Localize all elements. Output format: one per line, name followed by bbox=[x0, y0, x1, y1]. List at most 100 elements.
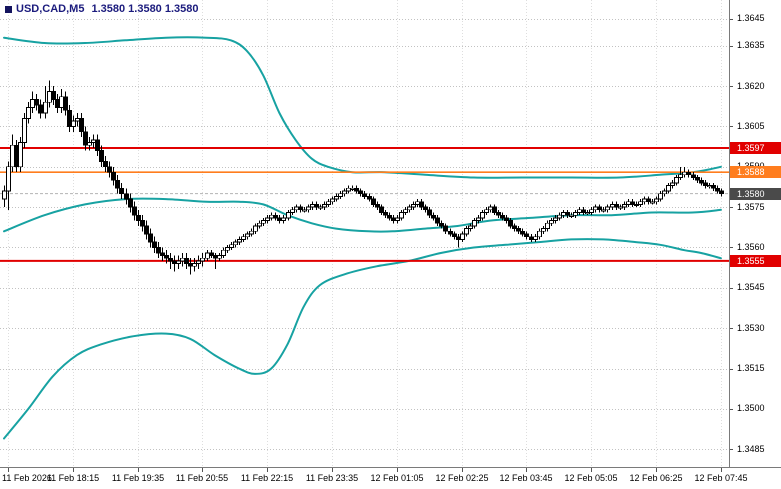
candle-bear bbox=[597, 206, 602, 211]
candle-bull bbox=[205, 252, 210, 259]
candle-bull bbox=[350, 187, 355, 190]
price-axis-tick bbox=[730, 409, 733, 410]
candle-bull bbox=[610, 204, 615, 208]
price-axis[interactable]: 1.36451.36351.36201.36051.35901.35751.35… bbox=[729, 0, 781, 467]
candle-bear bbox=[209, 252, 214, 256]
candle-bull bbox=[91, 139, 96, 143]
candle-bear bbox=[529, 236, 534, 240]
candle-bear bbox=[119, 187, 124, 195]
candle-bear bbox=[492, 206, 497, 213]
candle-bear bbox=[152, 241, 157, 248]
candle-bear bbox=[115, 179, 120, 189]
candle-bear bbox=[496, 212, 501, 216]
candle-bear bbox=[456, 236, 461, 240]
price-axis-tick bbox=[730, 328, 733, 329]
candle-bull bbox=[286, 212, 291, 219]
candle-bear bbox=[435, 217, 440, 224]
time-axis-label: 11 Feb 23:35 bbox=[305, 473, 359, 483]
candle-bull bbox=[403, 209, 408, 213]
price-axis-label: 1.3620 bbox=[737, 81, 765, 91]
candle-bull bbox=[10, 144, 15, 168]
candle-bull bbox=[601, 209, 606, 212]
candle-bull bbox=[553, 217, 558, 221]
candle-bull bbox=[75, 117, 80, 122]
candle-bull bbox=[411, 204, 416, 208]
gridlines bbox=[0, 0, 729, 467]
candlestick-series bbox=[2, 80, 724, 275]
time-axis-label: 11 Feb 20:55 bbox=[175, 473, 229, 483]
bollinger-bands bbox=[3, 36, 722, 440]
price-axis-tick bbox=[730, 247, 733, 248]
candle-bull bbox=[290, 209, 295, 213]
candle-bear bbox=[273, 214, 278, 219]
candle-bear bbox=[34, 99, 39, 106]
time-axis-tick bbox=[721, 468, 722, 472]
candle-bull bbox=[253, 225, 258, 232]
candle-bull bbox=[682, 171, 687, 176]
candle-bear bbox=[383, 212, 388, 216]
candle-bull bbox=[257, 222, 262, 227]
candle-bull bbox=[306, 206, 311, 211]
candle-bull bbox=[561, 212, 566, 216]
price-axis-tick bbox=[730, 86, 733, 87]
candle-bull bbox=[310, 204, 315, 208]
candle-bull bbox=[674, 177, 679, 184]
candle-bear bbox=[14, 144, 19, 168]
candle-bull bbox=[484, 209, 489, 213]
candle-bear bbox=[83, 131, 88, 146]
candle-bull bbox=[180, 257, 185, 262]
band-upper bbox=[3, 36, 722, 179]
candle-bull bbox=[654, 198, 659, 203]
candle-bear bbox=[314, 204, 319, 208]
candle-bear bbox=[516, 228, 521, 232]
time-axis-label: 12 Feb 07:45 bbox=[694, 473, 748, 483]
candle-bear bbox=[107, 166, 112, 173]
candle-bull bbox=[399, 212, 404, 219]
time-axis-label: 11 Feb 2026 bbox=[2, 473, 52, 483]
candle-bull bbox=[618, 206, 623, 209]
price-axis-label: 1.3575 bbox=[737, 202, 765, 212]
candle-bull bbox=[30, 99, 35, 108]
candle-bear bbox=[63, 96, 68, 111]
resistance-price-badge: 1.3597 bbox=[730, 142, 781, 154]
candle-bear bbox=[111, 171, 116, 181]
price-axis-label: 1.3500 bbox=[737, 403, 765, 413]
candle-bear bbox=[520, 230, 525, 235]
candle-bear bbox=[298, 206, 303, 211]
candle-bull bbox=[678, 174, 683, 178]
price-chart-plot[interactable]: USD,CAD,M5 1.3580 1.3580 1.3580 bbox=[0, 0, 729, 467]
candle-bull bbox=[476, 217, 481, 221]
candle-bull bbox=[468, 225, 473, 230]
candle-bull bbox=[217, 255, 222, 259]
candle-bear bbox=[79, 117, 84, 133]
price-axis-label: 1.3560 bbox=[737, 242, 765, 252]
candle-bull bbox=[294, 206, 299, 211]
candle-bull bbox=[346, 187, 351, 192]
candle-bull bbox=[6, 166, 11, 192]
candle-bear bbox=[354, 187, 359, 192]
candle-bull bbox=[330, 198, 335, 203]
candle-bull bbox=[549, 220, 554, 224]
time-axis-tick bbox=[73, 468, 74, 472]
candle-bear bbox=[646, 198, 651, 203]
candle-bear bbox=[51, 91, 56, 100]
candle-bear bbox=[711, 185, 716, 189]
time-axis[interactable]: 11 Feb 2026 11 Feb 18:15 11 Feb 19:35 11 Fe… bbox=[0, 467, 781, 489]
candle-bull bbox=[43, 101, 48, 114]
bid-price-badge: 1.3580 bbox=[730, 188, 781, 200]
candle-bull bbox=[407, 206, 412, 211]
candle-bull bbox=[249, 230, 254, 235]
candle-bear bbox=[630, 201, 635, 205]
candle-bull bbox=[221, 249, 226, 256]
candle-bull bbox=[642, 198, 647, 203]
time-axis-tick bbox=[8, 468, 9, 472]
time-axis-label: 12 Feb 03:45 bbox=[499, 473, 553, 483]
candle-bear bbox=[148, 233, 153, 243]
candle-bull bbox=[577, 209, 582, 213]
candle-bull bbox=[460, 233, 465, 240]
candle-bear bbox=[184, 257, 189, 265]
candle-bear bbox=[140, 220, 145, 227]
candle-bull bbox=[326, 201, 331, 205]
candle-bull bbox=[634, 204, 639, 207]
